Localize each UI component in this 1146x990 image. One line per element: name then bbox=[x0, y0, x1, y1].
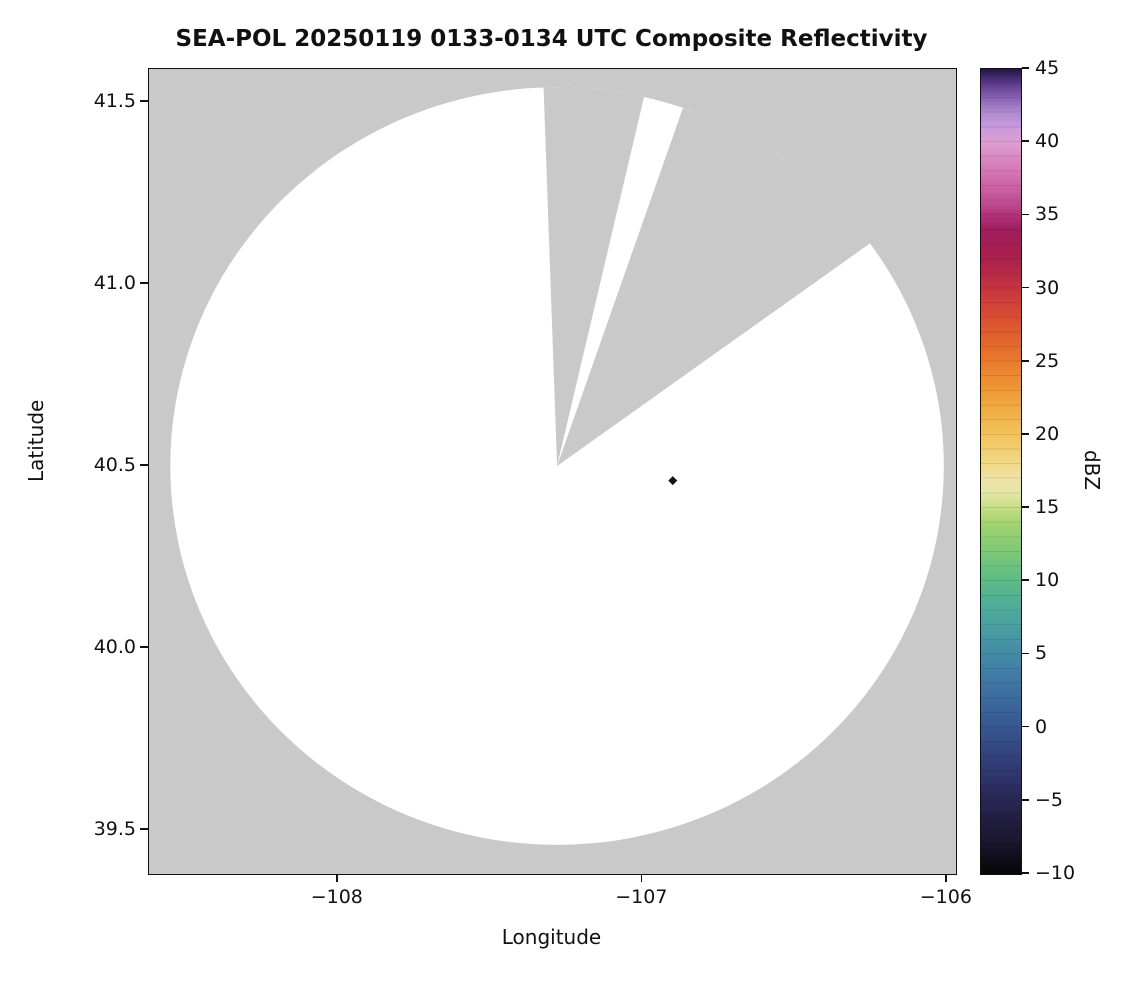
colorbar-tick-mark bbox=[1022, 213, 1029, 216]
reflectivity-marker-point bbox=[668, 476, 678, 486]
y-tick-label: 39.5 bbox=[93, 818, 136, 841]
x-axis-label: Longitude bbox=[501, 925, 602, 949]
colorbar-tick-label: 15 bbox=[1035, 496, 1060, 519]
colorbar-tick-label: −5 bbox=[1035, 788, 1064, 811]
colorbar-tick-mark bbox=[1022, 433, 1029, 435]
colorbar-tick-label: 0 bbox=[1035, 715, 1048, 738]
colorbar-tick-mark bbox=[1022, 579, 1029, 582]
colorbar-tick-label: 25 bbox=[1035, 349, 1060, 372]
y-tick-mark bbox=[140, 646, 148, 648]
colorbar-tick-mark bbox=[1022, 140, 1029, 142]
colorbar-gradient bbox=[981, 69, 1021, 874]
x-tick-label: −107 bbox=[615, 886, 668, 908]
x-tick-label: −108 bbox=[310, 886, 363, 908]
y-tick-label: 41.0 bbox=[93, 271, 136, 294]
y-tick-mark bbox=[140, 99, 148, 102]
x-tick-mark bbox=[336, 874, 338, 882]
colorbar-tick-label: 10 bbox=[1035, 569, 1060, 592]
colorbar-tick-mark bbox=[1022, 725, 1029, 728]
x-tick-mark bbox=[640, 874, 643, 882]
colorbar-tick-label: 5 bbox=[1035, 642, 1048, 665]
y-axis-label: Latitude bbox=[24, 399, 48, 482]
y-tick-mark bbox=[140, 464, 148, 466]
blocked-sector bbox=[543, 87, 645, 467]
y-tick-label: 40.0 bbox=[93, 636, 136, 659]
x-tick-mark bbox=[945, 874, 947, 882]
colorbar-tick-mark bbox=[1022, 652, 1029, 655]
colorbar-tick-label: 20 bbox=[1035, 422, 1060, 445]
colorbar-tick-label: 35 bbox=[1035, 203, 1060, 226]
colorbar-tick-mark bbox=[1022, 506, 1029, 508]
colorbar-tick-mark bbox=[1022, 799, 1029, 801]
y-tick-label: 40.5 bbox=[93, 454, 136, 477]
radar-coverage-plot bbox=[170, 87, 944, 845]
colorbar-tick-label: 30 bbox=[1035, 276, 1060, 299]
chart-title: SEA-POL 20250119 0133-0134 UTC Composite… bbox=[175, 26, 928, 52]
colorbar-tick-label: 40 bbox=[1035, 130, 1060, 153]
y-tick-label: 41.5 bbox=[93, 89, 136, 112]
colorbar-tick-label: 45 bbox=[1035, 57, 1060, 79]
y-tick-mark bbox=[140, 828, 148, 831]
colorbar-band-lines bbox=[981, 69, 1021, 874]
colorbar-tick-mark bbox=[1022, 872, 1029, 874]
plot-area bbox=[148, 68, 957, 875]
colorbar-tick-label: −10 bbox=[1035, 862, 1076, 884]
x-tick-label: −106 bbox=[919, 886, 972, 908]
colorbar-tick-mark bbox=[1022, 67, 1029, 69]
blocked-sector bbox=[557, 107, 870, 467]
colorbar bbox=[980, 68, 1022, 875]
colorbar-tick-mark bbox=[1022, 359, 1029, 362]
y-tick-mark bbox=[140, 282, 148, 284]
colorbar-tick-mark bbox=[1022, 286, 1029, 289]
colorbar-label: dBZ bbox=[1080, 449, 1104, 491]
